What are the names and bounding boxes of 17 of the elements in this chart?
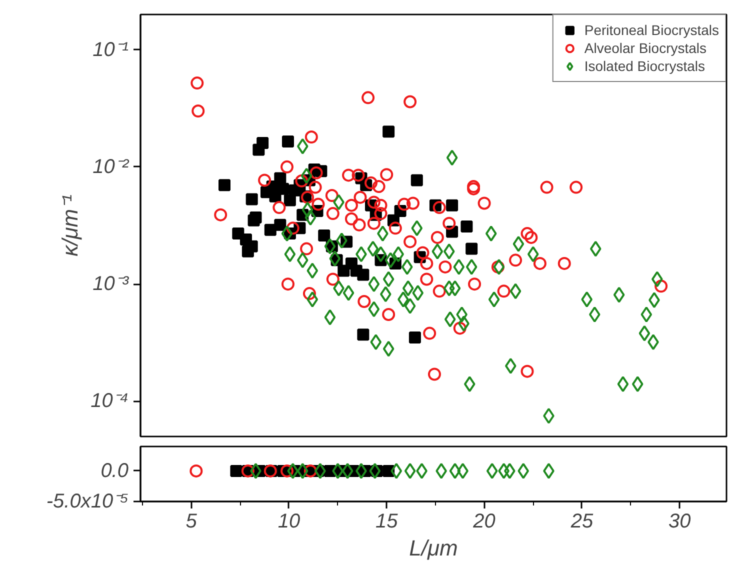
y-tick-label: 10⁻⁴ [90, 390, 129, 412]
y-axis-title: κ/μm⁻¹ [58, 194, 83, 256]
x-tick-label: 30 [668, 510, 691, 532]
y-tick-label: -5.0x10⁻⁵ [46, 490, 129, 512]
y-tick-label: 10⁻¹ [92, 38, 129, 61]
x-axis-title: L/μm [409, 536, 458, 560]
legend-label: Alveolar Biocrystals [584, 39, 707, 57]
legend-label: Isolated Biocrystals [584, 57, 705, 75]
legend-label: Peritoneal Biocrystals [584, 21, 719, 39]
y-tick-label: 0.0 [100, 460, 129, 482]
x-tick-label: 20 [472, 510, 496, 532]
y-tick-label: 10⁻³ [92, 273, 130, 296]
x-tick-label: 10 [278, 510, 300, 532]
y-tick-label: 10⁻² [92, 156, 130, 178]
x-tick-label: 25 [570, 510, 594, 532]
x-tick-label: 5 [186, 510, 198, 532]
x-tick-label: 15 [375, 510, 399, 532]
